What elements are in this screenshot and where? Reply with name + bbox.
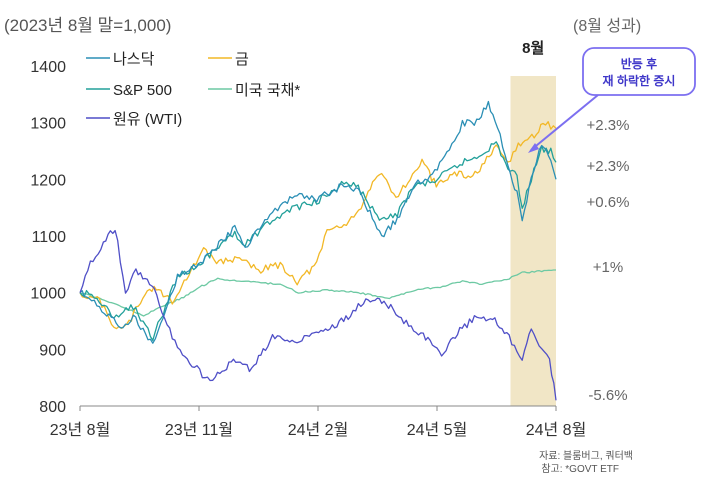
perf-label: +1% bbox=[593, 259, 623, 276]
callout-line-1: 반등 후 bbox=[621, 56, 657, 71]
source-line-2: 참고: *GOVT ETF bbox=[541, 463, 619, 475]
x-tick-label: 24년 8월 bbox=[526, 421, 587, 439]
series-layer bbox=[79, 100, 557, 401]
x-tick-label: 24년 5월 bbox=[407, 421, 468, 439]
perf-title: (8월 성과) bbox=[573, 17, 641, 35]
x-tick-label: 23년 8월 bbox=[50, 421, 111, 439]
source-line-1: 자료: 블룸버그, 쿼터백 bbox=[539, 450, 633, 462]
callout-arrowhead bbox=[528, 143, 539, 153]
x-tick-label: 24년 2월 bbox=[288, 421, 349, 439]
y-tick-label: 800 bbox=[39, 399, 66, 416]
legend-label: 금 bbox=[235, 51, 249, 68]
series-line bbox=[79, 229, 557, 401]
series-line bbox=[79, 269, 556, 317]
highlight-band bbox=[510, 76, 556, 406]
y-tick-label: 1300 bbox=[30, 116, 66, 133]
perf-labels: +0.6% +2.3% +2.3% +1% -5.6% bbox=[587, 117, 630, 404]
legend-label: 미국 국채* bbox=[235, 82, 300, 99]
series-line bbox=[79, 100, 557, 344]
callout-annotation: 반등 후 재 하락한 증시 bbox=[528, 47, 696, 153]
highlight-label: 8월 bbox=[522, 40, 544, 57]
legend: 나스닥 금 S&P 500 미국 국채* 원유 (WTI) bbox=[86, 51, 300, 128]
perf-label: -5.6% bbox=[588, 387, 627, 404]
callout-box bbox=[582, 47, 696, 96]
legend-label: 원유 (WTI) bbox=[113, 111, 182, 128]
perf-label: +0.6% bbox=[587, 194, 630, 211]
y-axis: 800 900 1000 1100 1200 1300 1400 bbox=[30, 59, 66, 416]
callout-line-2: 재 하락한 증시 bbox=[603, 73, 676, 88]
y-tick-label: 1200 bbox=[30, 172, 66, 189]
x-axis: 23년 8월 23년 11월 24년 2월 24년 5월 24년 8월 bbox=[50, 405, 587, 439]
series-line bbox=[79, 121, 557, 330]
y-tick-label: 1100 bbox=[32, 229, 67, 246]
perf-label: +2.3% bbox=[587, 117, 630, 134]
legend-label: 나스닥 bbox=[113, 51, 155, 68]
y-tick-label: 1400 bbox=[30, 59, 66, 76]
y-tick-label: 1000 bbox=[30, 286, 66, 303]
series-line bbox=[79, 141, 557, 342]
x-tick-label: 23년 11월 bbox=[165, 421, 233, 439]
y-tick-label: 900 bbox=[39, 342, 66, 359]
perf-label: +2.3% bbox=[587, 158, 630, 175]
legend-label: S&P 500 bbox=[113, 82, 172, 99]
callout-arrow bbox=[530, 94, 599, 151]
highlight-layer bbox=[510, 76, 556, 406]
chart-subtitle: (2023년 8월 말=1,000) bbox=[4, 16, 171, 35]
